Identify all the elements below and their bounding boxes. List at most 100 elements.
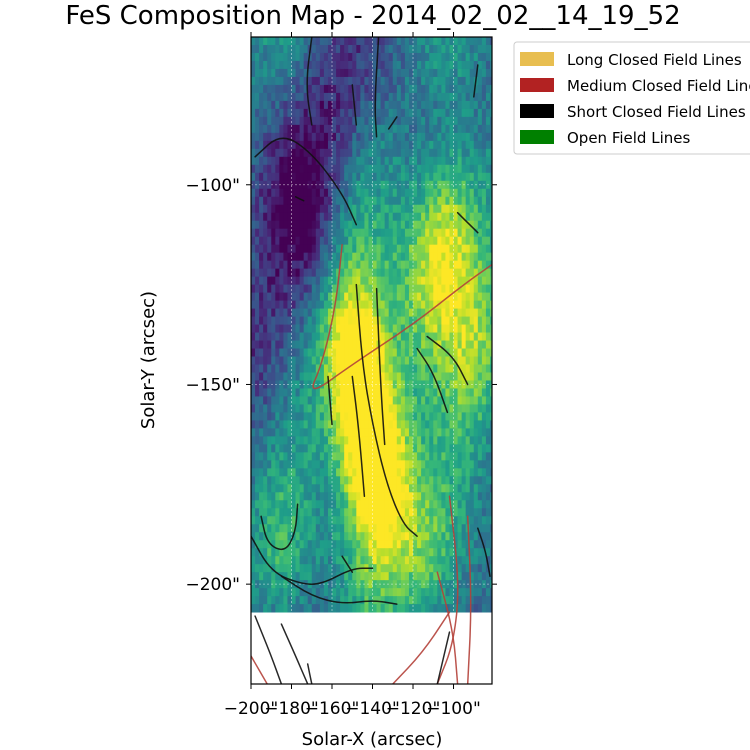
heatmap-cell xyxy=(396,588,402,597)
heatmap-cell xyxy=(299,37,305,46)
heatmap-cell xyxy=(396,412,402,421)
heatmap-cell xyxy=(400,332,406,341)
heatmap-cell xyxy=(340,180,345,190)
heatmap-cell xyxy=(400,468,406,477)
heatmap-cell xyxy=(417,156,422,166)
heatmap-cell xyxy=(384,92,390,102)
heatmap-cell xyxy=(457,412,463,421)
heatmap-cell xyxy=(457,156,463,166)
heatmap-cell xyxy=(291,76,296,86)
heatmap-cell xyxy=(417,452,422,461)
heatmap-cell xyxy=(413,476,418,485)
heatmap-cell xyxy=(356,44,361,54)
heatmap-cell xyxy=(303,468,309,477)
heatmap-cell xyxy=(315,37,321,46)
heatmap-cell xyxy=(413,356,418,365)
heatmap-cell xyxy=(271,444,276,453)
heatmap-cell xyxy=(315,44,321,54)
heatmap-cell xyxy=(267,604,272,613)
heatmap-cell xyxy=(400,52,406,62)
heatmap-cell xyxy=(384,308,390,317)
heatmap-cell xyxy=(303,156,309,166)
heatmap-cell xyxy=(425,364,430,373)
heatmap-cell xyxy=(453,316,458,325)
heatmap-cell xyxy=(251,532,256,541)
field-lines xyxy=(251,37,492,684)
heatmap-cell xyxy=(396,228,402,238)
heatmap-cell xyxy=(315,188,321,198)
heatmap-cell xyxy=(425,252,430,262)
heatmap-cell xyxy=(332,116,337,126)
heatmap-cell xyxy=(413,532,418,541)
heatmap-cell xyxy=(332,140,337,150)
heatmap-cell xyxy=(323,540,329,549)
heatmap-cell xyxy=(283,60,288,70)
heatmap-cell xyxy=(307,116,313,126)
heatmap-cell xyxy=(404,76,410,86)
heatmap-cell xyxy=(275,348,280,357)
heatmap-cell xyxy=(485,52,491,62)
heatmap-cell xyxy=(437,37,442,46)
heatmap-cell xyxy=(376,124,382,134)
heatmap-cell xyxy=(283,132,288,142)
heatmap-cell xyxy=(408,348,414,357)
heatmap-cell xyxy=(376,364,382,373)
heatmap-cell xyxy=(364,148,369,158)
heatmap-cell xyxy=(315,444,321,453)
heatmap-cell xyxy=(356,436,361,445)
heatmap-cell xyxy=(437,308,442,317)
heatmap-cell xyxy=(255,476,260,485)
heatmap-cell xyxy=(307,556,313,565)
heatmap-cell xyxy=(380,468,386,477)
heatmap-cell xyxy=(368,468,373,477)
heatmap-cell xyxy=(417,228,422,238)
heatmap-cell xyxy=(368,524,373,533)
heatmap-cell xyxy=(449,220,454,230)
heatmap-cell xyxy=(425,436,430,445)
heatmap-cell xyxy=(336,540,341,549)
heatmap-cell xyxy=(267,460,272,469)
heatmap-cell xyxy=(360,516,365,525)
heatmap-cell xyxy=(275,116,280,126)
heatmap-cell xyxy=(299,276,305,286)
heatmap-cell xyxy=(396,52,402,62)
heatmap-cell xyxy=(372,596,377,605)
heatmap-cell xyxy=(489,420,492,429)
heatmap-cell xyxy=(433,436,438,445)
heatmap-cell xyxy=(421,444,426,453)
heatmap-cell xyxy=(449,484,454,493)
heatmap-cell xyxy=(307,244,313,254)
heatmap-cell xyxy=(380,188,386,198)
heatmap-cell xyxy=(372,316,377,325)
heatmap-cell xyxy=(299,324,305,333)
heatmap-cell xyxy=(408,516,414,525)
heatmap-cell xyxy=(457,596,463,605)
heatmap-cell xyxy=(465,172,471,182)
heatmap-cell xyxy=(400,212,406,222)
heatmap-cell xyxy=(404,532,410,541)
heatmap-cell xyxy=(327,212,333,222)
heatmap-cell xyxy=(425,76,430,86)
heatmap-cell xyxy=(263,276,268,286)
heatmap-cell xyxy=(469,44,475,54)
heatmap-cell xyxy=(437,188,442,198)
heatmap-cell xyxy=(323,316,329,325)
heatmap-cell xyxy=(275,172,280,182)
heatmap-cell xyxy=(384,412,390,421)
heatmap-cell xyxy=(263,180,268,190)
heatmap-cell xyxy=(327,76,333,86)
heatmap-cell xyxy=(271,100,276,110)
heatmap-cell xyxy=(368,380,373,389)
heatmap-cell xyxy=(465,492,471,501)
heatmap-cell xyxy=(348,292,353,301)
heatmap-cell xyxy=(368,124,373,134)
heatmap-cell xyxy=(344,524,349,533)
heatmap-cell xyxy=(368,364,373,373)
heatmap-cell xyxy=(449,124,454,134)
heatmap-cell xyxy=(307,540,313,549)
heatmap-cell xyxy=(323,300,329,309)
heatmap-cell xyxy=(449,388,454,397)
heatmap-cell xyxy=(453,564,458,573)
heatmap-cell xyxy=(340,604,345,613)
heatmap-cell xyxy=(421,532,426,541)
